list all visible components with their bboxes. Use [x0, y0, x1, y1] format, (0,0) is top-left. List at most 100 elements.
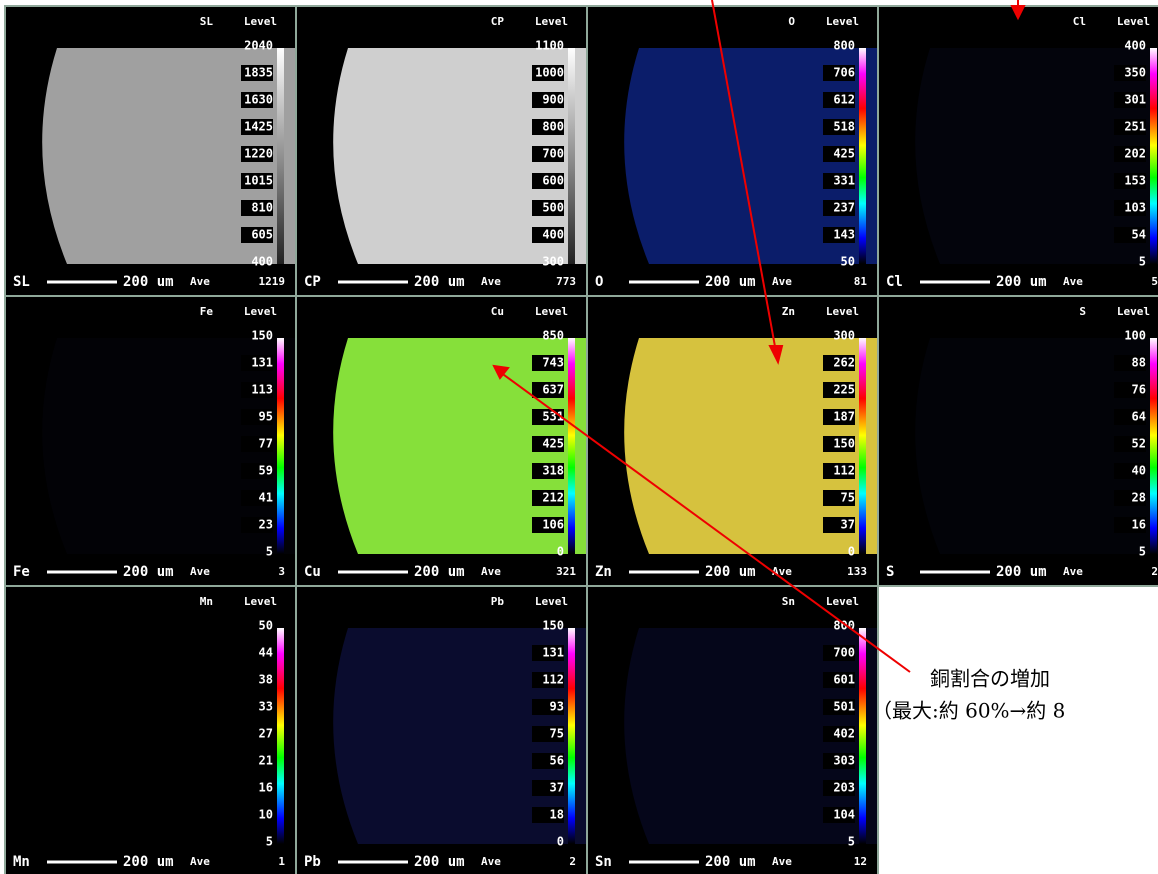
level-value: 0 [557, 545, 564, 559]
level-value: 131 [542, 646, 564, 660]
level-header: Level [244, 595, 277, 608]
level-value: 301 [1124, 93, 1146, 107]
level-value: 76 [1132, 383, 1146, 397]
level-value: 75 [550, 727, 564, 741]
level-value: 50 [841, 255, 855, 269]
level-value: 300 [833, 329, 855, 343]
scale-label: 200 um [705, 564, 756, 580]
level-value: 225 [833, 383, 855, 397]
ave-label: Ave [1063, 275, 1083, 288]
element-label: Cl [1073, 15, 1086, 28]
level-value: 5 [266, 545, 273, 559]
footer-element: Pb [304, 854, 321, 870]
scale-label: 200 um [123, 274, 174, 290]
footer-element: Mn [13, 854, 30, 870]
level-header: Level [535, 15, 568, 28]
level-value: 153 [1124, 174, 1146, 188]
scale-label: 200 um [996, 274, 1047, 290]
ave-value: 133 [847, 565, 867, 578]
level-value: 800 [833, 39, 855, 53]
level-value: 1000 [535, 66, 564, 80]
level-value: 131 [251, 356, 273, 370]
footer-element: CP [304, 274, 321, 290]
level-value: 37 [550, 781, 564, 795]
figure: SLLevel204018351630142512201015810605400… [0, 0, 1158, 874]
footer-element: Sn [595, 854, 612, 870]
level-value: 850 [542, 329, 564, 343]
scale-label: 200 um [123, 564, 174, 580]
panel: ClLevel400350301251202153103545Cl200 umA… [878, 6, 1158, 296]
level-value: 59 [259, 464, 273, 478]
level-value: 5 [848, 835, 855, 849]
level-value: 810 [251, 201, 273, 215]
annotation: 銅割合の増加 [930, 667, 1050, 691]
ave-value: 81 [854, 275, 868, 288]
color-bar [1150, 48, 1157, 264]
level-value: 50 [259, 619, 273, 633]
level-value: 93 [550, 700, 564, 714]
scale-label: 200 um [123, 854, 174, 870]
level-value: 40 [1132, 464, 1146, 478]
level-value: 2040 [244, 39, 273, 53]
level-value: 21 [259, 754, 273, 768]
level-value: 56 [550, 754, 564, 768]
level-value: 28 [1132, 491, 1146, 505]
level-value: 23 [259, 518, 273, 532]
level-value: 500 [542, 201, 564, 215]
element-label: SL [200, 15, 214, 28]
level-value: 0 [848, 545, 855, 559]
level-value: 318 [542, 464, 564, 478]
ave-value: 5 [1151, 275, 1158, 288]
level-value: 5 [266, 835, 273, 849]
level-value: 212 [542, 491, 564, 505]
ave-value: 773 [556, 275, 576, 288]
level-value: 112 [833, 464, 855, 478]
level-value: 150 [542, 619, 564, 633]
level-value: 425 [833, 147, 855, 161]
page: SLLevel204018351630142512201015810605400… [0, 0, 1158, 874]
footer-element: Cu [304, 564, 321, 580]
level-value: 400 [1124, 39, 1146, 53]
ave-label: Ave [481, 275, 501, 288]
scale-label: 200 um [414, 854, 465, 870]
color-bar [568, 628, 575, 844]
level-value: 187 [833, 410, 855, 424]
level-value: 64 [1132, 410, 1146, 424]
element-label: S [1079, 305, 1086, 318]
panel: OLevel80070661251842533123714350O200 umA… [587, 6, 878, 296]
level-value: 706 [833, 66, 855, 80]
level-value: 637 [542, 383, 564, 397]
color-bar [277, 48, 284, 264]
color-bar [568, 48, 575, 264]
ave-label: Ave [190, 565, 210, 578]
level-value: 5 [1139, 255, 1146, 269]
level-value: 1015 [244, 174, 273, 188]
element-label: Fe [200, 305, 214, 318]
color-bar [859, 628, 866, 844]
panel: SnLevel8007006015014023032031045Sn200 um… [587, 586, 878, 874]
level-value: 88 [1132, 356, 1146, 370]
level-value: 700 [833, 646, 855, 660]
level-value: 331 [833, 174, 855, 188]
panel: FeLevel15013111395775941235Fe200 umAve3 [5, 296, 296, 586]
footer-element: Cl [886, 274, 903, 290]
level-value: 100 [1124, 329, 1146, 343]
panel: PbLevel15013111293755637180Pb200 umAve2 [296, 586, 587, 874]
level-value: 743 [542, 356, 564, 370]
scale-label: 200 um [996, 564, 1047, 580]
ave-label: Ave [772, 565, 792, 578]
level-value: 75 [841, 491, 855, 505]
level-value: 900 [542, 93, 564, 107]
level-value: 33 [259, 700, 273, 714]
element-label: Cu [491, 305, 504, 318]
level-value: 113 [251, 383, 273, 397]
level-value: 612 [833, 93, 855, 107]
level-value: 600 [542, 174, 564, 188]
level-value: 203 [833, 781, 855, 795]
level-value: 52 [1132, 437, 1146, 451]
level-value: 37 [841, 518, 855, 532]
level-value: 400 [251, 255, 273, 269]
level-header: Level [535, 595, 568, 608]
level-value: 700 [542, 147, 564, 161]
